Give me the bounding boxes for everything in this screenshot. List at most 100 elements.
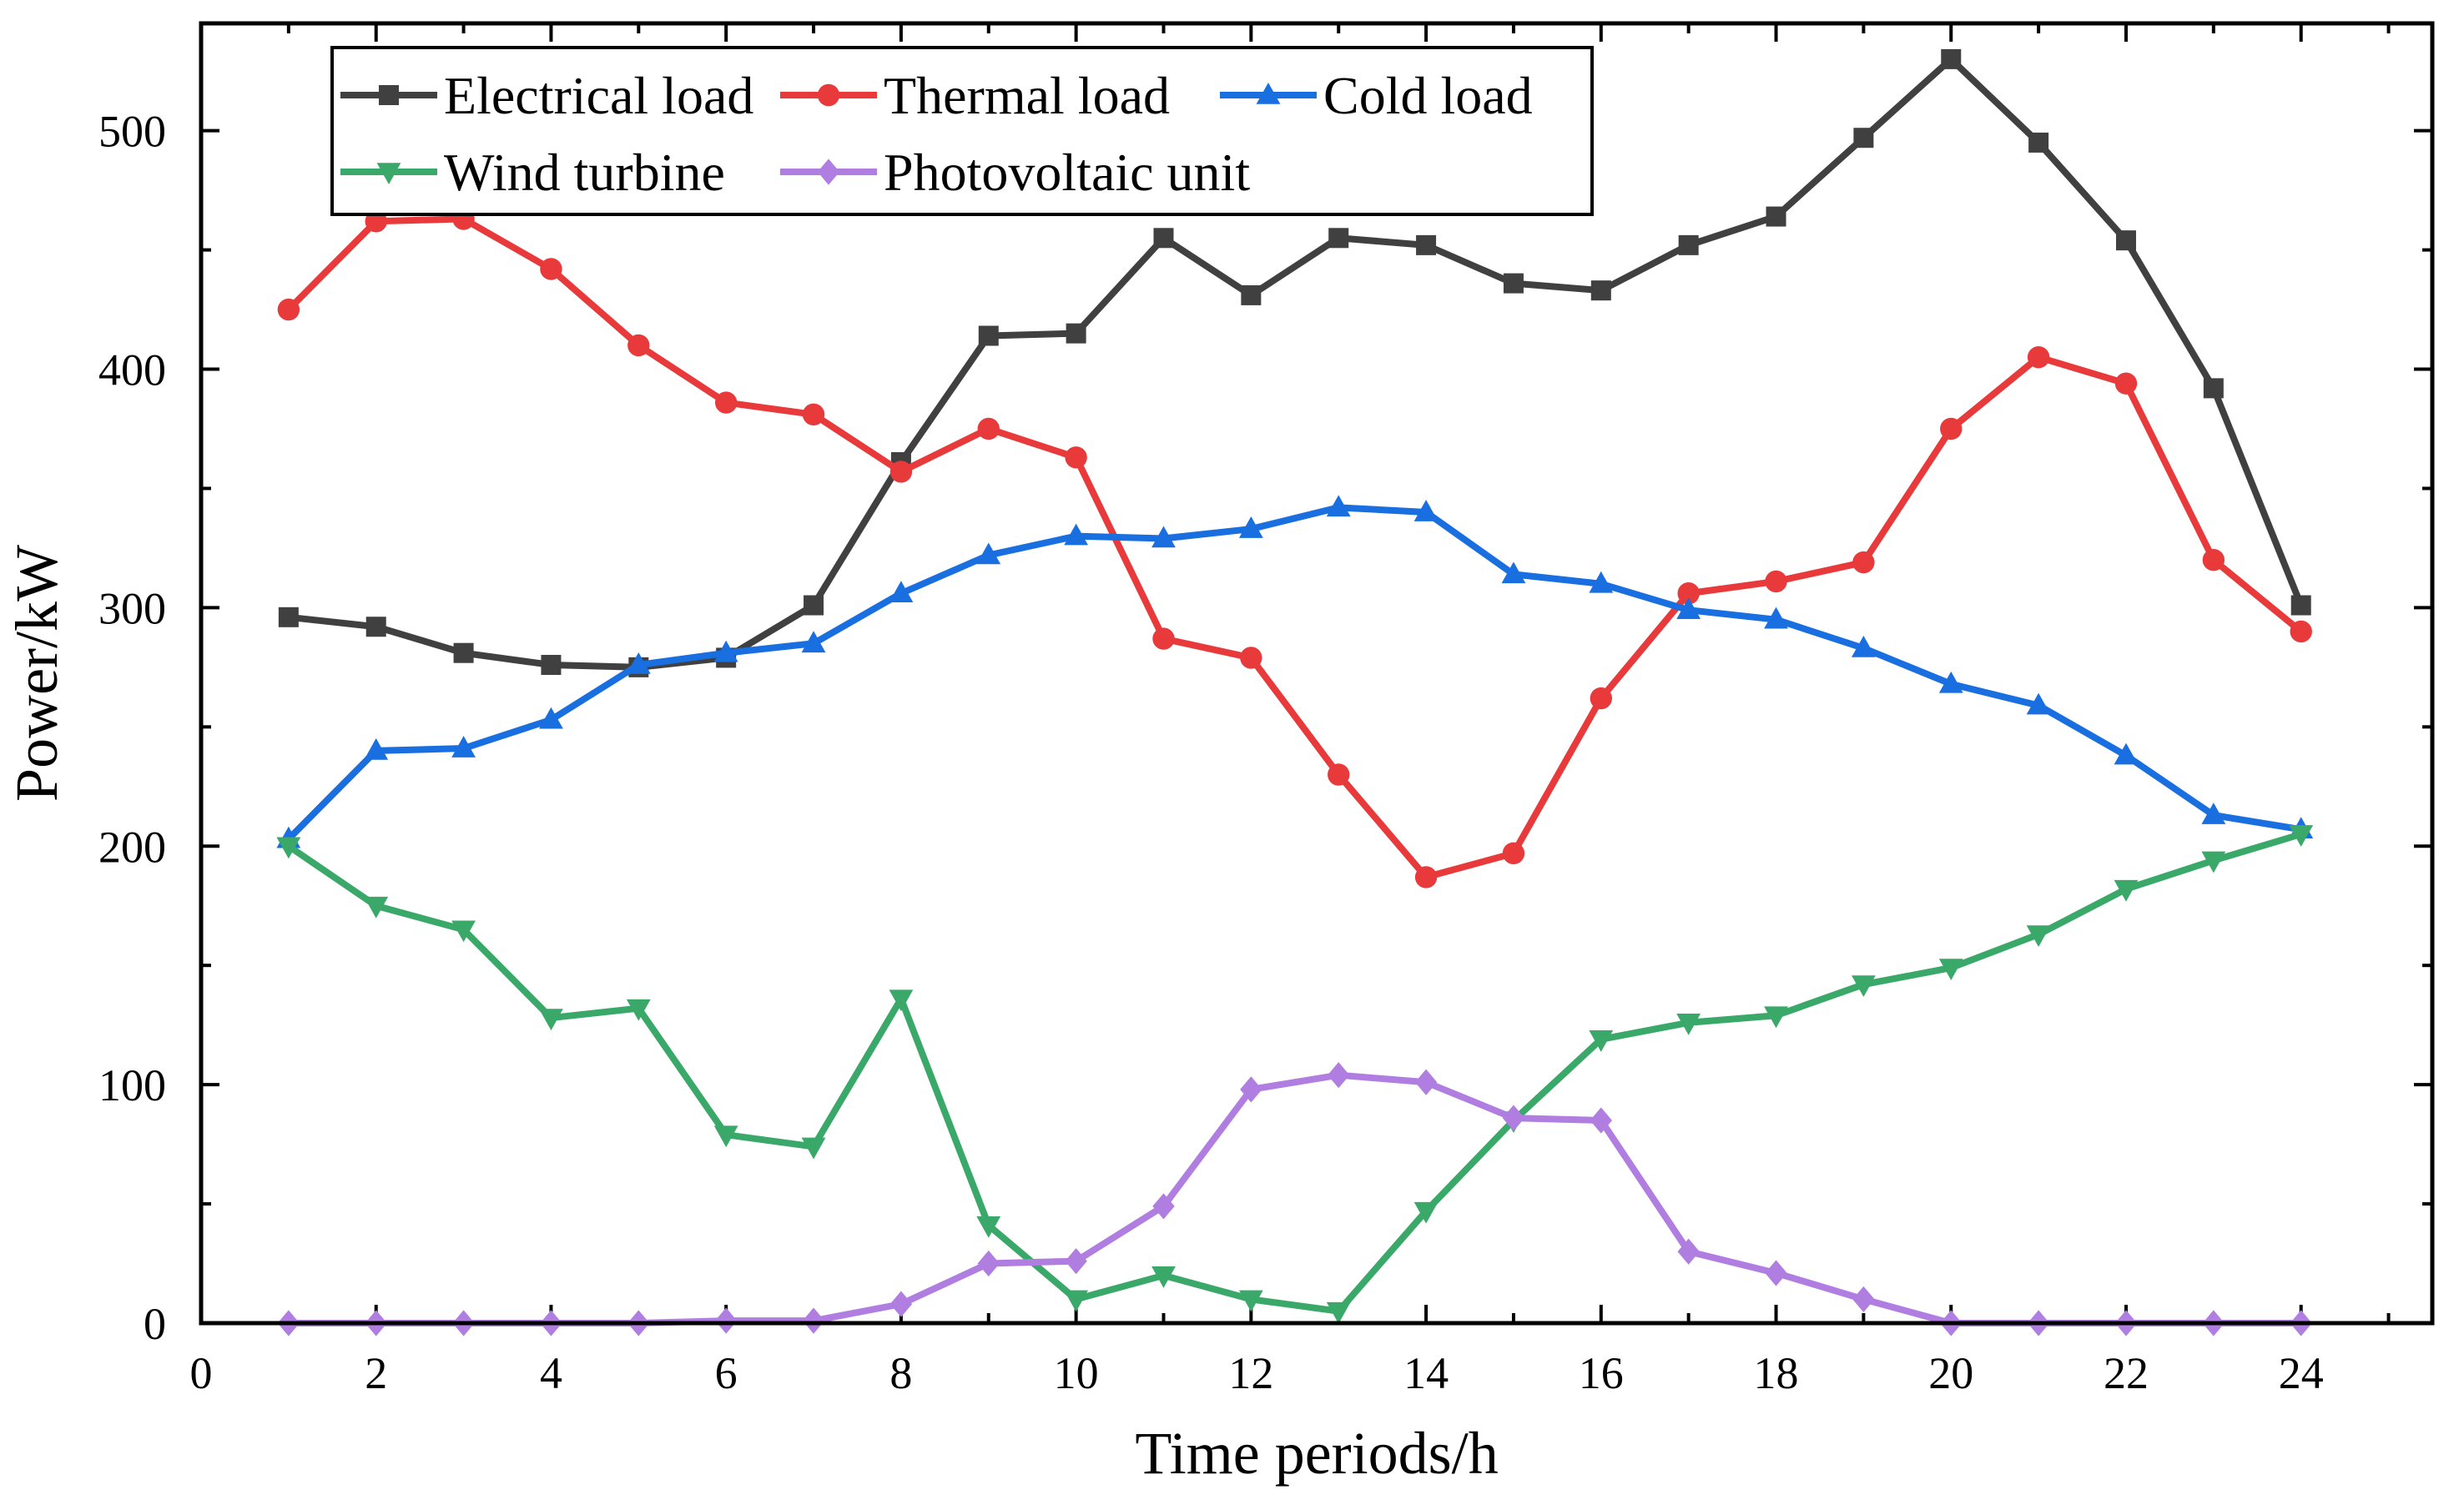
plot-border <box>199 21 2435 1326</box>
data-point <box>451 920 476 943</box>
data-point <box>1064 523 1089 546</box>
legend-marker <box>817 83 840 107</box>
data-point <box>889 461 913 483</box>
data-point <box>1764 1006 1788 1029</box>
series-line <box>286 215 2304 881</box>
x-tick-label: 24 <box>2279 1348 2324 1398</box>
data-point <box>976 1216 1001 1238</box>
data-point <box>1413 1201 1439 1224</box>
data-point <box>2114 879 2139 902</box>
data-point <box>1328 763 1350 786</box>
legend-entry: Wind turbine <box>340 143 725 202</box>
data-point <box>2115 230 2136 251</box>
data-point <box>2027 346 2050 369</box>
x-tick-label: 22 <box>2104 1348 2149 1398</box>
data-point <box>451 736 476 758</box>
data-point <box>1590 1107 1613 1134</box>
legend-entry: Photovoltaic unit <box>780 143 1250 202</box>
data-point <box>1589 1030 1614 1052</box>
data-point <box>1941 48 1962 69</box>
x-tick-label: 8 <box>889 1348 912 1398</box>
x-tick-label: 12 <box>1228 1348 1273 1398</box>
x-tick-label: 18 <box>1754 1348 1799 1398</box>
data-point <box>2201 803 2226 824</box>
data-point <box>2203 378 2224 399</box>
data-point <box>365 617 386 637</box>
data-point <box>2289 825 2314 847</box>
x-tick-label: 10 <box>1054 1348 1099 1398</box>
x-tick-label: 4 <box>540 1348 562 1398</box>
legend-marker <box>379 85 399 105</box>
y-tick-label: 100 <box>98 1060 166 1110</box>
data-point <box>1238 1290 1263 1312</box>
data-point <box>1153 228 1174 249</box>
data-point <box>1328 228 1349 249</box>
data-point <box>1938 671 1963 693</box>
data-point <box>1064 1290 1089 1312</box>
legend-label: Photovoltaic unit <box>884 143 1250 202</box>
data-point <box>278 607 299 627</box>
y-tick-label: 400 <box>98 345 166 395</box>
legend-label: Thermal load <box>884 66 1170 125</box>
data-point <box>626 999 651 1021</box>
series-line <box>286 504 2302 842</box>
data-point <box>1241 284 1262 305</box>
data-point <box>1501 561 1526 584</box>
data-point <box>1326 495 1351 517</box>
data-point <box>2290 595 2311 616</box>
data-point <box>1676 597 1701 620</box>
x-axis-title: Time periods/h <box>1135 1420 1498 1487</box>
legend: Electrical load Thermal load Cold load Wind… <box>330 46 1594 216</box>
data-point <box>801 631 826 653</box>
data-point <box>889 989 914 1012</box>
data-point <box>804 595 824 616</box>
data-point <box>2201 851 2226 873</box>
legend-label: Electrical load <box>444 66 753 125</box>
legend-marker <box>376 163 401 184</box>
data-point <box>1765 1260 1787 1286</box>
series-line <box>288 55 2305 671</box>
data-point <box>1938 959 1963 981</box>
data-point <box>1503 273 1524 294</box>
data-point <box>2026 925 2051 948</box>
data-point <box>2290 620 2312 643</box>
data-point <box>1851 635 1876 657</box>
y-tick-label: 0 <box>144 1299 166 1349</box>
data-point <box>1676 1014 1701 1035</box>
data-point <box>1853 128 1874 148</box>
data-point <box>1414 866 1438 888</box>
x-tick-label: 6 <box>715 1348 738 1398</box>
data-point <box>1502 842 1525 865</box>
data-point <box>2026 692 2051 715</box>
data-point <box>1764 607 1788 629</box>
y-axis-title: Power/kW <box>3 545 70 802</box>
legend-box <box>330 46 1594 216</box>
data-point <box>802 403 825 426</box>
data-point <box>1326 1301 1351 1324</box>
data-point <box>539 707 563 729</box>
legend-entry: Thermal load <box>780 66 1170 125</box>
legend-entry: Electrical load <box>340 66 753 125</box>
plot-frame <box>199 21 2435 1326</box>
data-point <box>1677 1238 1700 1265</box>
x-tick-label: 2 <box>365 1348 387 1398</box>
data-point <box>1852 1286 1875 1313</box>
data-point <box>889 1291 913 1317</box>
legend-label: Wind turbine <box>444 143 725 202</box>
data-point <box>1065 446 1087 469</box>
data-point <box>714 391 738 414</box>
data-point <box>364 737 389 760</box>
legend-marker <box>817 159 840 185</box>
data-point <box>1677 582 1700 605</box>
x-tick-label: 16 <box>1579 1348 1624 1398</box>
data-point <box>2114 372 2138 395</box>
data-point <box>1240 1076 1262 1103</box>
x-tick-label: 20 <box>1928 1348 1973 1398</box>
data-point <box>277 298 300 321</box>
data-point <box>2114 742 2139 765</box>
data-point <box>1151 526 1176 548</box>
data-point <box>453 642 474 663</box>
data-point <box>1328 1062 1350 1089</box>
data-point <box>541 654 562 675</box>
